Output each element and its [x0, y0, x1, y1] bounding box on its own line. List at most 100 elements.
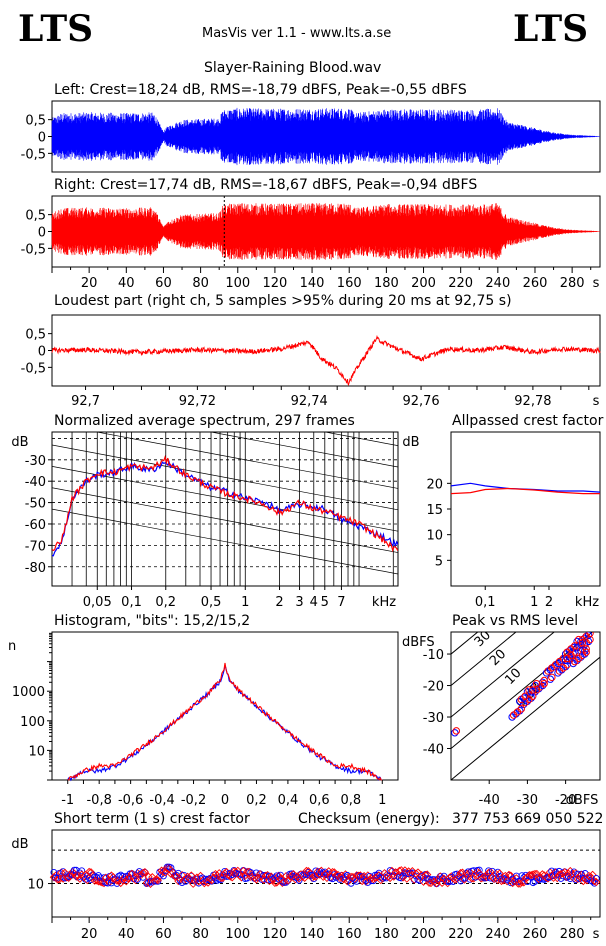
peak-rms-point-right [525, 686, 533, 694]
peak-rms-point-left [508, 713, 516, 721]
short-term-point-right [66, 871, 75, 880]
spectrum-xtick-label: 0,05 [83, 595, 112, 610]
peak-rms-point-right [532, 679, 541, 688]
short-term-point-left [336, 876, 344, 884]
short-term-frame [51, 829, 601, 918]
crest-frame [450, 431, 601, 587]
crest-ytick-label: 15 [426, 503, 443, 518]
peak-rms-point-right [452, 727, 461, 735]
spectrum-xtick-label: 7 [337, 595, 345, 610]
histogram-ytick-label: 10 [28, 744, 45, 759]
short-term-point-left [592, 874, 600, 882]
short-term-point-left [475, 866, 483, 874]
short-term-point-left [375, 869, 383, 877]
spectrum-slope [52, 359, 398, 424]
short-term-point-right [261, 871, 270, 881]
histogram-xtick-label: 0,2 [246, 793, 267, 808]
crest-ylabel: dB [402, 435, 419, 450]
peak-rms-point-left [581, 650, 589, 658]
loudest-trace [51, 334, 601, 386]
short-term-point-right [413, 868, 423, 877]
peak-rms-point-right [582, 645, 590, 653]
crest-series-right [450, 487, 600, 495]
logo-left: LTS [18, 8, 94, 50]
short-term-point-right [280, 877, 289, 886]
loudest-xtick-label: 92,7 [71, 394, 100, 409]
spectrum-title: Normalized average spectrum, 297 frames [54, 413, 355, 429]
peak-rms-point-left [451, 729, 459, 737]
crest-factor-title: Allpassed crest factor [452, 413, 604, 429]
short-term-point-right [579, 877, 588, 886]
short-term-xtick-label: 200 [411, 927, 436, 942]
peak-rms-point-right [521, 692, 529, 700]
spectrum-xtick-label: 0,1 [121, 595, 142, 610]
peak-rms-ytick-label: -30 [423, 711, 444, 726]
time-tick-label: 60 [155, 276, 172, 291]
spectrum-slope [52, 466, 398, 532]
peak-rms-point-left [554, 659, 562, 668]
short-term-point-right [471, 869, 480, 878]
short-term-point-right [242, 867, 252, 877]
short-term-point-right [402, 874, 411, 883]
short-term-point-right [534, 874, 543, 883]
short-term-point-right [467, 874, 476, 883]
spectrum-slope [52, 338, 398, 403]
peak-rms-point-right [529, 686, 537, 694]
short-term-point-right [528, 870, 538, 879]
spectrum-slope [52, 444, 398, 511]
short-term-point-left [548, 867, 556, 875]
short-term-point-right [131, 875, 140, 885]
histogram-xtick-label: 1 [378, 793, 386, 808]
short-term-point-right [588, 870, 597, 879]
short-term-point-right [311, 872, 320, 881]
right-waveform-ytick-label: 0 [38, 226, 46, 241]
spectrum-xtick-label: 5 [321, 595, 329, 610]
spectrum-slope [52, 508, 398, 575]
short-term-ylabel: dB [11, 837, 28, 852]
short-term-point-right [584, 871, 593, 881]
histogram-title: Histogram, "bits": 15,2/15,2 [54, 613, 251, 629]
short-term-point-right [506, 871, 515, 880]
short-term-point-right [144, 872, 153, 881]
short-term-point-right [313, 867, 322, 876]
left-waveform-ytick-label: 0,5 [25, 114, 46, 129]
short-term-point-right [592, 877, 601, 887]
crest-xtick-label: 2 [545, 595, 553, 610]
short-term-xtick-label: 240 [485, 927, 510, 942]
peak-rms-point-left [577, 640, 585, 649]
spectrum-xtick-label: 3 [295, 595, 303, 610]
short-term-point-right [168, 868, 177, 877]
crest-ytick-label: 20 [426, 477, 443, 492]
short-term-point-left [373, 871, 381, 879]
loudest-xtick-label: s [593, 394, 600, 409]
short-term-point-right [343, 877, 352, 886]
short-term-point-right [291, 875, 300, 884]
spectrum-frame [51, 431, 399, 587]
histogram-xtick-label: -1 [61, 793, 74, 808]
crest-ytick-label: 5 [435, 554, 443, 569]
short-term-xtick-label: 120 [263, 927, 288, 942]
short-term-point-right [491, 869, 501, 879]
histogram-ytick-label: 100 [20, 715, 45, 730]
loudest-xtick-label: 92,78 [514, 394, 551, 409]
short-term-point-right [385, 873, 395, 883]
peak-rms-xlabel: dBFS [566, 793, 599, 808]
short-term-point-right [577, 870, 586, 879]
time-tick-label: 220 [448, 276, 473, 291]
short-term-point-right [421, 871, 430, 880]
peak-rms-diagonal-label: 40 [456, 609, 478, 631]
short-term-point-right [423, 870, 432, 879]
crest-xtick-label: 1 [530, 595, 538, 610]
right-waveform-title: Right: Crest=17,74 dB, RMS=-18,67 dBFS, … [54, 177, 478, 193]
histogram-xtick-label: 0 [221, 793, 229, 808]
short-term-point-right [148, 873, 157, 882]
short-term-point-right [504, 870, 514, 880]
peak-rms-point-left [561, 656, 570, 665]
peak-rms-point-left [546, 675, 555, 683]
short-term-point-right [73, 871, 83, 880]
time-tick-label: 260 [523, 276, 548, 291]
loudest-ytick-label: 0,5 [25, 328, 46, 343]
short-term-xtick-label: 80 [192, 927, 209, 942]
short-term-point-right [101, 873, 111, 882]
peak-rms-point-left [546, 666, 555, 674]
